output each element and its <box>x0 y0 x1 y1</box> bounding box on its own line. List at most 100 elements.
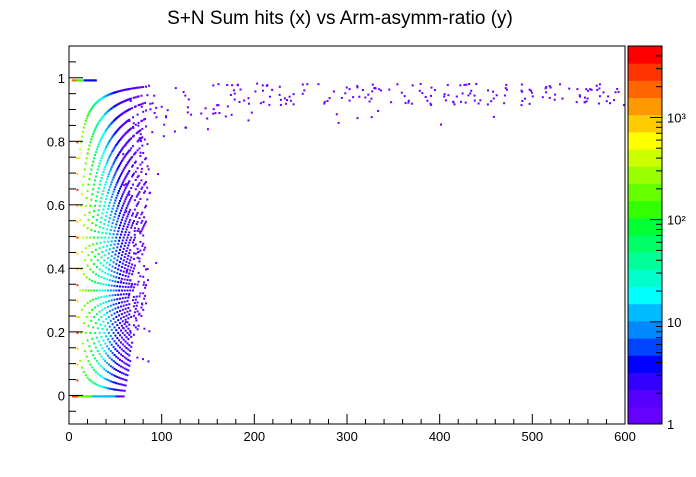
heatmap-cell <box>118 140 121 142</box>
heatmap-cell <box>102 320 105 323</box>
heatmap-cell <box>117 154 120 156</box>
heatmap-cell <box>132 305 135 308</box>
heatmap-cell <box>115 355 118 358</box>
heatmap-cell <box>111 236 114 239</box>
heatmap-cell <box>106 228 109 231</box>
heatmap-cell <box>100 137 103 140</box>
heatmap-cell <box>92 133 95 135</box>
heatmap-cell <box>126 183 129 186</box>
heatmap-cell <box>120 173 122 176</box>
heatmap-cell <box>108 263 111 266</box>
heatmap-cell <box>137 174 140 177</box>
heatmap-cell <box>598 83 601 86</box>
heatmap-cell <box>370 97 373 100</box>
heatmap-cell <box>126 310 129 313</box>
heatmap-cell <box>145 268 147 271</box>
heatmap-cell <box>100 196 103 199</box>
heatmap-cell <box>76 141 79 144</box>
heatmap-cell <box>98 310 101 313</box>
heatmap-cell <box>82 236 84 239</box>
heatmap-cell <box>123 155 126 158</box>
heatmap-cell <box>125 185 128 188</box>
palette-swatch <box>628 372 662 391</box>
heatmap-cell <box>122 338 125 341</box>
heatmap-cell <box>117 179 120 182</box>
heatmap-cell <box>126 331 129 334</box>
heatmap-cell <box>134 298 137 301</box>
heatmap-cell <box>84 120 87 123</box>
heatmap-cell <box>107 208 109 211</box>
heatmap-cell <box>107 363 110 366</box>
heatmap-cell <box>134 151 137 154</box>
heatmap-cell <box>87 148 90 151</box>
heatmap-cell <box>97 231 100 234</box>
heatmap-cell <box>122 191 125 194</box>
heatmap-cell <box>86 152 89 155</box>
heatmap-cell <box>97 274 100 277</box>
heatmap-cell <box>114 240 117 242</box>
heatmap-cell <box>111 279 114 282</box>
heatmap-cell <box>107 289 109 292</box>
heatmap-cell <box>104 130 107 133</box>
heatmap-cell <box>94 357 96 360</box>
heatmap-cell <box>125 260 128 263</box>
heatmap-cell <box>371 90 374 93</box>
heatmap-cell <box>103 168 106 171</box>
heatmap-cell <box>113 284 116 287</box>
heatmap-cell <box>127 192 130 195</box>
heatmap-cell <box>132 116 134 119</box>
heatmap-cell <box>97 384 100 387</box>
heatmap-cell <box>138 257 141 260</box>
heatmap-cell <box>578 94 581 97</box>
heatmap-cell <box>126 151 129 154</box>
heatmap-cell <box>585 88 588 91</box>
heatmap-cell <box>120 269 122 272</box>
heatmap-cell <box>544 87 547 90</box>
heatmap-cell <box>102 171 105 174</box>
heatmap-cell <box>76 331 79 334</box>
heatmap-cell <box>114 294 117 296</box>
heatmap-cell <box>165 115 167 118</box>
heatmap-cell <box>128 292 131 295</box>
heatmap-cell <box>108 387 111 390</box>
heatmap-cell <box>148 84 151 87</box>
heatmap-cell <box>76 316 79 318</box>
heatmap-cell <box>109 153 112 156</box>
heatmap-cell <box>554 93 557 96</box>
heatmap-cell <box>108 372 111 375</box>
heatmap-cell <box>444 99 447 102</box>
heatmap-cell <box>87 360 90 363</box>
heatmap-cell <box>106 378 109 381</box>
heatmap-cell <box>103 350 106 352</box>
heatmap-cell <box>106 244 109 247</box>
heatmap-cell <box>120 160 123 163</box>
heatmap-cell <box>101 366 104 369</box>
heatmap-cell <box>113 229 116 232</box>
palette-swatch <box>628 286 662 305</box>
heatmap-cell <box>83 168 86 171</box>
heatmap-cell <box>289 99 292 102</box>
heatmap-cell <box>125 142 128 145</box>
heatmap-cell <box>91 337 94 340</box>
heatmap-cell <box>110 299 113 302</box>
heatmap-cell <box>136 194 139 197</box>
heatmap-cell <box>82 175 85 178</box>
heatmap-cell <box>109 259 112 262</box>
heatmap-cell <box>93 289 96 292</box>
heatmap-cell <box>117 166 120 169</box>
heatmap-cell <box>140 221 143 224</box>
heatmap-cell <box>80 141 83 144</box>
heatmap-cell <box>140 179 143 182</box>
heatmap-cell <box>104 342 107 345</box>
x-tick-label: 400 <box>429 429 451 444</box>
heatmap-cell <box>120 233 122 236</box>
heatmap-cell <box>144 206 147 209</box>
heatmap-cell <box>112 360 115 363</box>
heatmap-cell <box>90 198 93 201</box>
heatmap-cell <box>130 226 133 229</box>
heatmap-cell <box>110 314 113 317</box>
heatmap-cell <box>138 217 141 219</box>
heatmap-cell <box>116 350 119 352</box>
heatmap-cell <box>114 212 117 215</box>
heatmap-cell <box>122 361 125 364</box>
